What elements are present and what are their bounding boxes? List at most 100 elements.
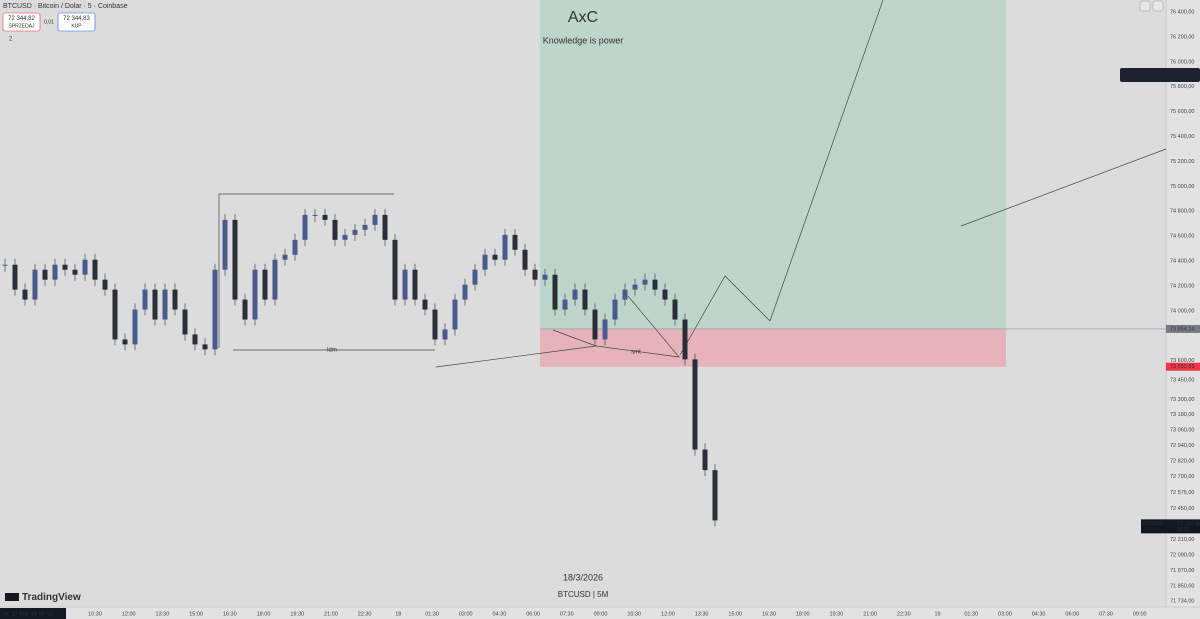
y-tick-label: 72 210,00 xyxy=(1170,537,1194,543)
x-tick-label: 06:00 xyxy=(1065,611,1079,617)
last-price-label: 72 332,99 xyxy=(1177,521,1200,527)
candle xyxy=(352,229,358,235)
x-tick-label: 15:00 xyxy=(189,611,203,617)
candle xyxy=(582,289,588,310)
time-axis xyxy=(0,607,1200,619)
candle xyxy=(152,289,158,320)
last-price-symbol: BTCUSD xyxy=(1143,521,1164,527)
x-tick-label: 01:30 xyxy=(425,611,439,617)
x-tick-label: 22:30 xyxy=(897,611,911,617)
sell-button[interactable] xyxy=(2,12,41,32)
candle xyxy=(292,239,298,255)
x-tick-label: 19:30 xyxy=(290,611,304,617)
x-tick-label: 18:00 xyxy=(257,611,271,617)
brand-logo xyxy=(5,593,19,601)
candle xyxy=(52,264,58,280)
drawings xyxy=(218,0,1167,368)
y-tick-label: 75 200,00 xyxy=(1170,159,1194,165)
y-tick-label: 74 800,00 xyxy=(1170,209,1194,215)
candle xyxy=(112,289,118,340)
candle xyxy=(372,214,378,225)
y-tick-label: 71 850,00 xyxy=(1170,584,1194,590)
y-tick-label: 74 200,00 xyxy=(1170,283,1194,289)
candle xyxy=(252,269,258,320)
y-tick-label: 72 940,00 xyxy=(1170,443,1194,449)
watermark-subtitle: Knowledge is power xyxy=(543,35,624,45)
x-tick-label: 07:30 xyxy=(1099,611,1113,617)
candle xyxy=(82,259,88,275)
x-tick-label: 19 xyxy=(934,611,940,617)
x-tick-label: 21:00 xyxy=(863,611,877,617)
start-label-bg xyxy=(0,608,66,619)
candle xyxy=(312,214,318,216)
candle xyxy=(362,224,368,230)
level-badge xyxy=(1166,324,1200,333)
candle xyxy=(642,279,648,285)
x-tick-label: 13:30 xyxy=(695,611,709,617)
toolbar[interactable] xyxy=(1120,68,1200,82)
x-tick-label: 10:30 xyxy=(627,611,641,617)
settings-button[interactable] xyxy=(1139,0,1151,12)
candle xyxy=(712,470,718,521)
brand: TradingView xyxy=(22,592,81,603)
x-tick-label: 01:30 xyxy=(964,611,978,617)
candle xyxy=(472,269,478,285)
y-tick-label: 73 060,00 xyxy=(1170,428,1194,434)
candle xyxy=(192,334,198,345)
candle xyxy=(492,254,498,260)
y-tick-label: 74 600,00 xyxy=(1170,234,1194,240)
candle xyxy=(102,279,108,290)
candle xyxy=(702,449,708,471)
candle xyxy=(482,254,488,270)
symbol-title: BTCUSD · Bitcoin / Dolar · 5 · Coinbase xyxy=(3,3,128,10)
x-tick-label: 09:00 xyxy=(594,611,608,617)
y-tick-label: 74 000,00 xyxy=(1170,308,1194,314)
y-tick-label: 76 200,00 xyxy=(1170,34,1194,40)
candle xyxy=(402,269,408,300)
candle xyxy=(412,269,418,300)
candle xyxy=(442,329,448,340)
x-tick-label: 04:30 xyxy=(493,611,507,617)
drawing-line xyxy=(960,148,1167,227)
candle xyxy=(202,344,208,350)
candle xyxy=(552,274,558,310)
profit-zone xyxy=(540,0,1006,329)
annotation: ldm xyxy=(327,348,337,354)
candle xyxy=(262,269,268,300)
candle xyxy=(222,219,228,270)
watermark-title: AxC xyxy=(568,9,598,26)
y-tick-label: 73 600,00 xyxy=(1170,358,1194,364)
sell-price: 72 344,82 xyxy=(8,16,35,22)
candle xyxy=(452,299,458,330)
loss-zone xyxy=(540,328,1006,367)
level-label: 73 854,14 xyxy=(1170,326,1194,332)
drawing-line xyxy=(679,0,884,356)
y-tick-label: 72 450,00 xyxy=(1170,506,1194,512)
screenshot-button[interactable] xyxy=(1152,0,1164,12)
y-tick-label: 72 575,00 xyxy=(1170,490,1194,496)
y-tick-label: 76 000,00 xyxy=(1170,59,1194,65)
buy-button[interactable] xyxy=(57,12,96,32)
buy-price: 72 344,83 xyxy=(63,16,90,22)
sell-label: SPRZEDAJ xyxy=(8,23,35,29)
y-tick-label: 72 820,00 xyxy=(1170,459,1194,465)
x-tick-label: 07:30 xyxy=(560,611,574,617)
y-tick-label: 72 700,00 xyxy=(1170,474,1194,480)
candle xyxy=(512,234,518,250)
candle xyxy=(422,299,428,310)
candle xyxy=(652,279,658,290)
candle xyxy=(302,214,308,240)
candle xyxy=(622,289,628,300)
candle xyxy=(502,234,508,260)
spread: 0,01 xyxy=(44,19,54,25)
candle xyxy=(162,289,168,320)
candle xyxy=(462,284,468,300)
y-tick-label: 73 300,00 xyxy=(1170,397,1194,403)
candle xyxy=(382,214,388,240)
y-tick-label: 71 734,00 xyxy=(1170,598,1194,604)
indicator-count[interactable]: 2 xyxy=(9,37,13,43)
candle xyxy=(632,284,638,290)
candle xyxy=(212,269,218,350)
candle xyxy=(32,269,38,300)
candle xyxy=(182,309,188,335)
